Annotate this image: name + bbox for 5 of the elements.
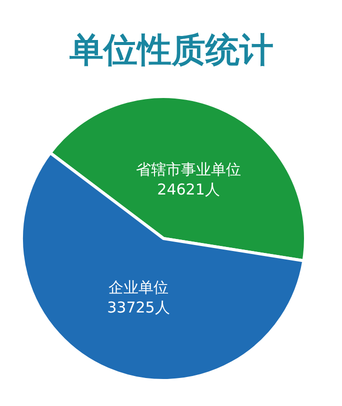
data-label: 24621人 bbox=[157, 180, 220, 199]
slice-label: 企业单位 bbox=[108, 278, 168, 296]
data-label: 33725人 bbox=[107, 298, 170, 316]
chart-title: 单位性质统计 bbox=[68, 30, 274, 70]
slice-label: 省辖市事业单位 bbox=[136, 160, 242, 179]
